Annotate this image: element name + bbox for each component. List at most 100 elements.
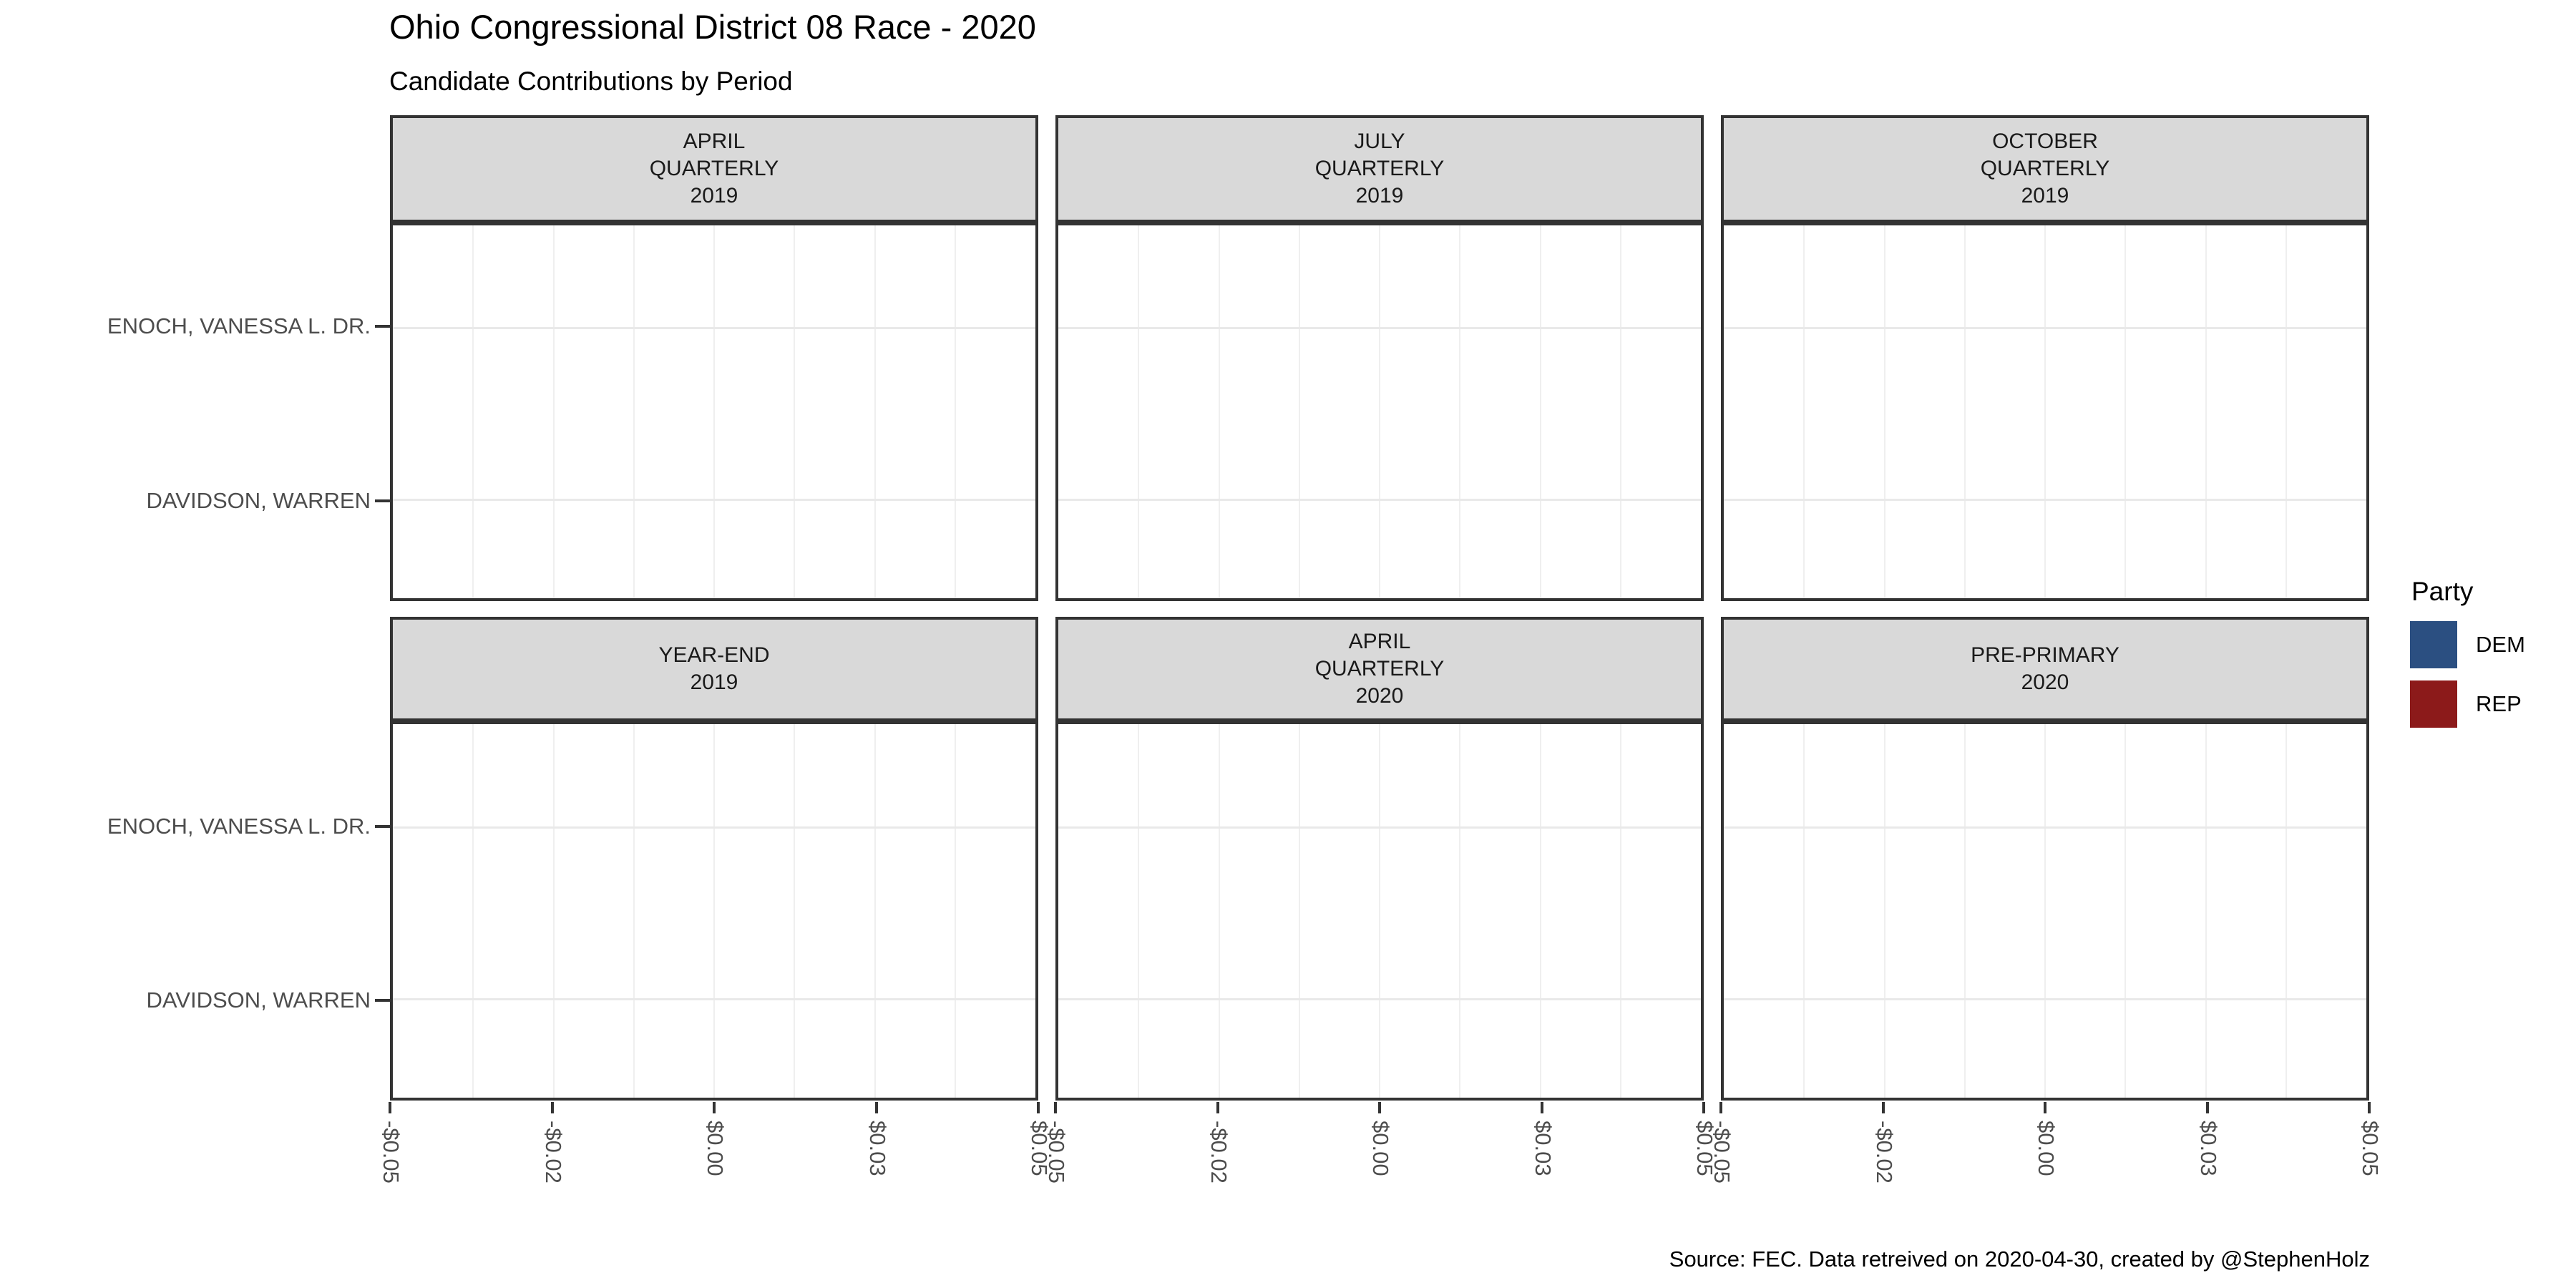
facet-strip: APRIL QUARTERLY 2020	[1055, 617, 1704, 721]
y-axis-tick	[375, 825, 390, 828]
gridline-horizontal	[1724, 327, 2366, 330]
gridline-horizontal	[1724, 498, 2366, 501]
gridline-vertical	[2285, 724, 2287, 1098]
gridline-vertical	[552, 225, 555, 598]
x-axis-tick-label: -$0.02	[1871, 1121, 1897, 1184]
gridline-vertical	[1459, 225, 1461, 598]
x-axis-tick-mark	[1540, 1102, 1543, 1113]
gridline-vertical	[1619, 225, 1621, 598]
gridline-vertical	[2205, 724, 2207, 1098]
gridline-vertical	[1883, 724, 1885, 1098]
x-axis-tick-label: -$0.02	[1206, 1121, 1231, 1184]
gridline-vertical	[2205, 225, 2207, 598]
facet-july-quarterly-2019: JULY QUARTERLY 2019	[1055, 115, 1704, 601]
x-axis-tick-label: -$0.05	[1709, 1121, 1735, 1184]
x-axis-tick-mark	[1378, 1102, 1381, 1113]
x-axis-tick-mark	[874, 1102, 878, 1113]
gridline-vertical	[633, 225, 635, 598]
gridline-vertical	[1298, 225, 1300, 598]
gridline-vertical	[1803, 225, 1805, 598]
x-axis-tick-mark	[1881, 1102, 1885, 1113]
gridline-vertical	[633, 724, 635, 1098]
y-axis-tick	[375, 325, 390, 328]
legend-swatch-rep	[2410, 680, 2457, 728]
gridline-vertical	[1138, 724, 1140, 1098]
x-axis-tick-mark	[2368, 1102, 2371, 1113]
x-axis-col1: -$0.05 -$0.02 $0.00 $0.03 $0.05	[379, 1101, 1052, 1229]
facet-april-quarterly-2020: APRIL QUARTERLY 2020	[1055, 617, 1704, 1101]
x-axis-tick-label: -$0.05	[1044, 1121, 1069, 1184]
x-axis-tick-mark	[1054, 1102, 1057, 1113]
x-axis-tick-mark	[1216, 1102, 1219, 1113]
gridline-vertical	[874, 724, 876, 1098]
gridline-vertical	[1459, 724, 1461, 1098]
facet-panel	[390, 721, 1038, 1101]
facet-panel	[1055, 721, 1704, 1101]
gridline-horizontal	[1058, 498, 1701, 501]
x-axis-tick-mark	[389, 1102, 391, 1113]
x-axis-tick-label: $0.00	[1368, 1121, 1393, 1176]
x-axis-tick-label: $0.05	[2358, 1121, 2383, 1176]
gridline-vertical	[472, 225, 474, 598]
gridline-vertical	[1298, 724, 1300, 1098]
y-axis-tick	[375, 999, 390, 1002]
gridline-vertical	[1218, 724, 1220, 1098]
legend-swatch-dem	[2410, 621, 2457, 668]
gridline-horizontal	[393, 498, 1035, 501]
x-axis-tick-label: $0.00	[703, 1121, 728, 1176]
gridline-vertical	[2044, 724, 2046, 1098]
x-axis-tick-mark	[550, 1102, 554, 1113]
gridline-vertical	[794, 225, 796, 598]
gridline-vertical	[1379, 724, 1380, 1098]
legend-item-dem: DEM	[2410, 621, 2525, 668]
legend-item-rep: REP	[2410, 680, 2525, 728]
gridline-vertical	[2124, 225, 2127, 598]
facet-pre-primary-2020: PRE-PRIMARY 2020	[1721, 617, 2369, 1101]
gridline-vertical	[1619, 724, 1621, 1098]
x-axis-tick-mark	[2044, 1102, 2046, 1113]
facet-april-quarterly-2019: APRIL QUARTERLY 2019	[390, 115, 1038, 601]
legend-title: Party	[2411, 577, 2474, 606]
facet-strip: APRIL QUARTERLY 2019	[390, 115, 1038, 223]
chart-subtitle: Candidate Contributions by Period	[389, 67, 793, 96]
gridline-vertical	[713, 724, 715, 1098]
chart-title: Ohio Congressional District 08 Race - 20…	[389, 8, 1036, 46]
x-axis-tick-mark	[1719, 1102, 1722, 1113]
facet-strip: YEAR-END 2019	[390, 617, 1038, 721]
facet-panel	[1055, 223, 1704, 601]
legend-label-dem: DEM	[2476, 632, 2525, 657]
x-axis-tick-mark	[1037, 1102, 1040, 1113]
gridline-horizontal	[393, 327, 1035, 330]
gridline-vertical	[552, 724, 555, 1098]
gridline-vertical	[1883, 225, 1885, 598]
facet-year-end-2019: YEAR-END 2019	[390, 617, 1038, 1101]
x-axis-tick-label: $0.03	[1530, 1121, 1556, 1176]
gridline-vertical	[1803, 724, 1805, 1098]
gridline-horizontal	[1058, 826, 1701, 829]
gridline-horizontal	[1724, 997, 2366, 1000]
x-axis-tick-mark	[2205, 1102, 2209, 1113]
y-axis-label-enoch-row1: ENOCH, VANESSA L. DR.	[107, 313, 371, 338]
x-axis-tick-label: $0.00	[2034, 1121, 2059, 1176]
legend-label-rep: REP	[2476, 691, 2522, 716]
gridline-vertical	[472, 724, 474, 1098]
gridline-vertical	[2124, 724, 2127, 1098]
x-axis-tick-mark	[1702, 1102, 1705, 1113]
facet-panel	[1721, 223, 2369, 601]
gridline-vertical	[1218, 225, 1220, 598]
gridline-vertical	[2044, 225, 2046, 598]
gridline-vertical	[1539, 225, 1541, 598]
facet-strip: OCTOBER QUARTERLY 2019	[1721, 115, 2369, 223]
facet-panel	[390, 223, 1038, 601]
gridline-vertical	[2285, 225, 2287, 598]
legend: Party DEM REP	[2410, 577, 2525, 740]
x-axis-tick-label: $0.03	[2195, 1121, 2221, 1176]
facet-strip: JULY QUARTERLY 2019	[1055, 115, 1704, 223]
gridline-horizontal	[393, 997, 1035, 1000]
y-axis-label-enoch-row2: ENOCH, VANESSA L. DR.	[107, 814, 371, 839]
gridline-vertical	[1138, 225, 1140, 598]
source-caption: Source: FEC. Data retreived on 2020-04-3…	[1669, 1246, 2370, 1272]
facet-strip: PRE-PRIMARY 2020	[1721, 617, 2369, 721]
x-axis-tick-mark	[713, 1102, 716, 1113]
